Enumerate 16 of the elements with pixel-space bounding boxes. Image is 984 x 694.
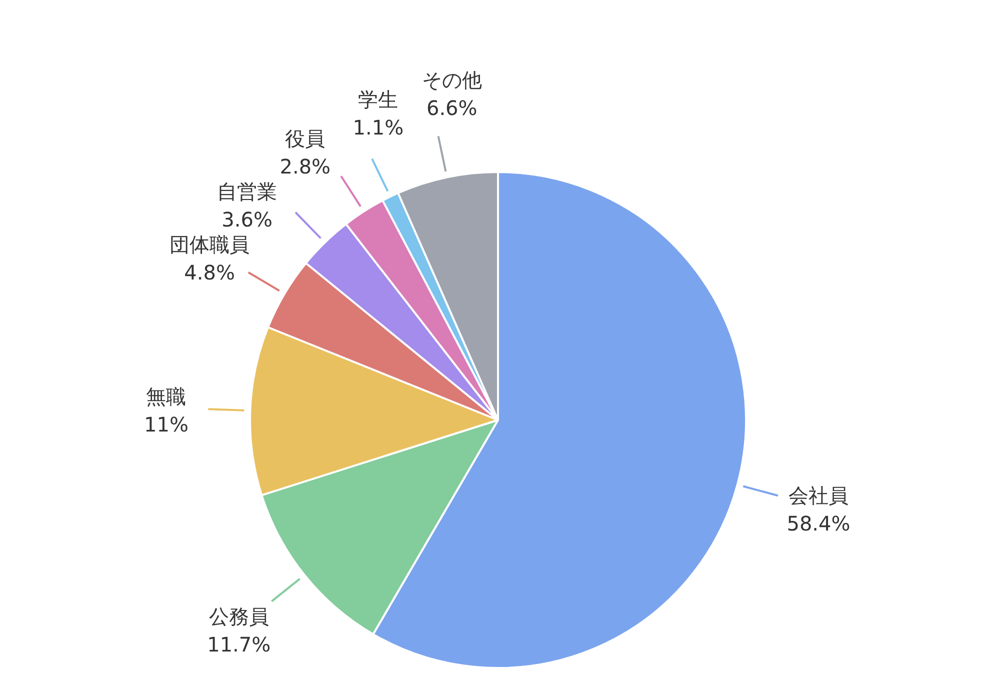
- slice-label: 役員: [285, 126, 326, 151]
- data-label: 11%: [144, 412, 188, 436]
- data-label: 6.6%: [426, 96, 478, 120]
- data-label: 4.8%: [184, 260, 235, 285]
- slice-label: 無職: [146, 384, 186, 408]
- data-label: 2.8%: [280, 154, 331, 179]
- slice-label: 会社員: [788, 484, 849, 508]
- slice-label: 公務員: [208, 604, 269, 629]
- slice-label: その他: [422, 68, 482, 92]
- slice-label: 学生: [358, 87, 398, 112]
- data-label: 11.7%: [207, 632, 271, 657]
- data-label: 1.1%: [352, 115, 404, 140]
- data-label: 58.4%: [786, 512, 850, 536]
- slice-label: 自営業: [217, 180, 278, 204]
- data-label: 3.6%: [222, 208, 272, 232]
- slice-label: 団体職員: [170, 232, 250, 257]
